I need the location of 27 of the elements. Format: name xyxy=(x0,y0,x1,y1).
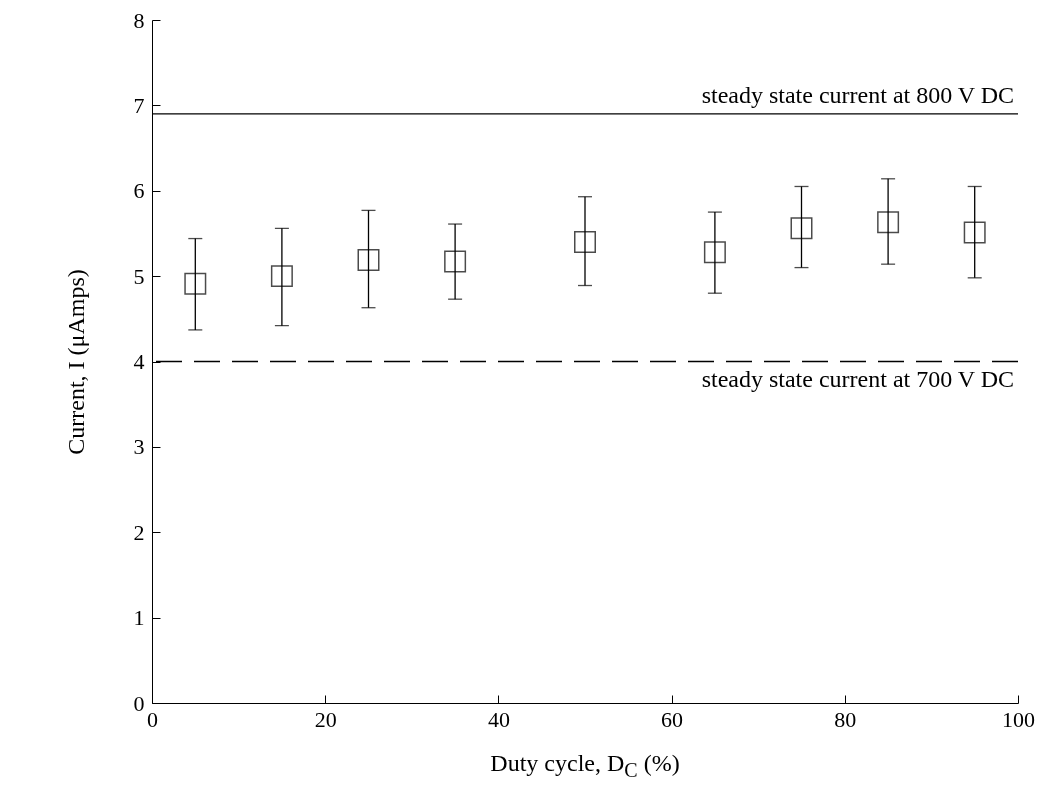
point xyxy=(270,265,293,288)
point xyxy=(184,272,207,295)
y-axis-title: Current, I (μAmps) xyxy=(62,269,89,455)
y-tick-label: 3 xyxy=(133,434,145,460)
y-tick-label: 2 xyxy=(133,519,145,545)
x-tick-label: 20 xyxy=(314,706,337,732)
x-tick-label: 40 xyxy=(487,706,510,732)
y-tick-label: 1 xyxy=(133,605,145,631)
point xyxy=(574,230,596,253)
point xyxy=(703,241,726,264)
y-tick-label: 8 xyxy=(133,7,145,33)
point xyxy=(963,221,986,244)
point xyxy=(877,211,900,234)
x-tick-label: 60 xyxy=(661,706,684,732)
ref-line-label: steady state current at 700 V DC xyxy=(701,365,1014,392)
x-axis-title: Duty cycle, D$_{C}$ (%) xyxy=(489,750,681,782)
ref-line-label: steady state current at 800 V DC xyxy=(701,81,1014,108)
y-tick-label: 4 xyxy=(133,349,145,374)
point xyxy=(444,250,467,273)
x-tick-label: 100 xyxy=(1002,706,1035,732)
y-tick-label: 0 xyxy=(133,690,145,716)
y-tick-label: 7 xyxy=(133,92,145,118)
y-tick-label: 5 xyxy=(133,263,145,289)
x-tick-label: 80 xyxy=(834,706,857,732)
point xyxy=(357,248,380,271)
point xyxy=(790,217,813,240)
y-tick-label: 6 xyxy=(133,178,145,204)
